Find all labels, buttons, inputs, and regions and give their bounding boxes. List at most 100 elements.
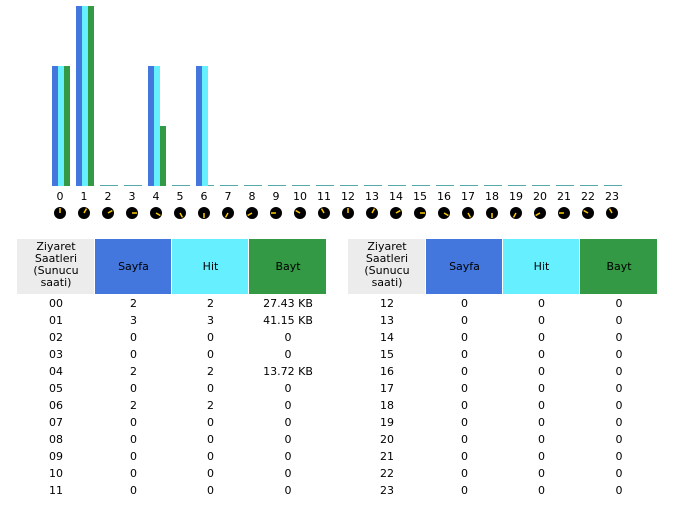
- cell-text: 04: [49, 365, 63, 378]
- cell-text: 0: [130, 433, 137, 446]
- x-tick-label: 13: [365, 190, 379, 203]
- x-tick-label: 16: [437, 190, 451, 203]
- cell-text: 11: [49, 484, 63, 497]
- bar: [148, 66, 154, 186]
- cell-text: 03: [49, 348, 63, 361]
- cell-text: 0: [538, 433, 545, 446]
- x-tick-label: 4: [153, 190, 160, 203]
- header-text: Ziyaret: [367, 240, 407, 253]
- cell-text: 0: [538, 348, 545, 361]
- cell-text: 13: [380, 314, 394, 327]
- cell-text: 0: [207, 433, 214, 446]
- header-cell: [95, 239, 171, 294]
- x-tick-label: 8: [249, 190, 256, 203]
- cell-text: 0: [616, 484, 623, 497]
- x-tick-label: 12: [341, 190, 355, 203]
- cell-text: 0: [207, 348, 214, 361]
- cell-text: 0: [285, 331, 292, 344]
- clock-hand: [608, 208, 613, 214]
- cell-text: 0: [285, 433, 292, 446]
- cell-text: 13.72 KB: [263, 365, 313, 378]
- cell-text: 19: [380, 416, 394, 429]
- x-tick-label: 15: [413, 190, 427, 203]
- clock-hand: [320, 208, 325, 214]
- x-tick-label: 22: [581, 190, 595, 203]
- bar: [64, 66, 70, 186]
- header-cell: [172, 239, 248, 294]
- cell-text: 0: [285, 348, 292, 361]
- cell-text: 0: [616, 433, 623, 446]
- cell-text: 0: [461, 433, 468, 446]
- cell-text: 17: [380, 382, 394, 395]
- cell-text: 0: [538, 297, 545, 310]
- bar: [160, 125, 166, 186]
- cell-text: 0: [461, 450, 468, 463]
- cell-text: 20: [380, 433, 394, 446]
- x-tick-label: 7: [225, 190, 232, 203]
- cell-text: 2: [207, 399, 214, 412]
- clock-hand: [583, 209, 589, 214]
- cell-text: 0: [207, 484, 214, 497]
- clock-hand: [443, 212, 449, 217]
- x-tick-label: 20: [533, 190, 547, 203]
- cell-text: 3: [130, 314, 137, 327]
- x-tick-label: 0: [57, 190, 64, 203]
- cell-text: 0: [616, 467, 623, 480]
- cell-text: 16: [380, 365, 394, 378]
- cell-text: 41.15 KB: [263, 314, 313, 327]
- cell-text: 0: [461, 416, 468, 429]
- bar: [76, 6, 82, 186]
- clock-hand: [179, 212, 184, 218]
- x-tick-label: 1: [81, 190, 88, 203]
- x-tick-label: 6: [201, 190, 208, 203]
- cell-text: 0: [130, 450, 137, 463]
- bar: [202, 66, 208, 186]
- x-tick-label: 14: [389, 190, 403, 203]
- cell-text: 0: [207, 382, 214, 395]
- clock-hand: [224, 212, 229, 218]
- cell-text: 0: [538, 314, 545, 327]
- cell-text: 0: [461, 382, 468, 395]
- header-text: Hit: [203, 260, 219, 273]
- cell-text: 12: [380, 297, 394, 310]
- cell-text: 0: [538, 416, 545, 429]
- bar: [58, 66, 64, 186]
- header-text: (Sunucu: [364, 264, 409, 277]
- cell-text: 0: [461, 314, 468, 327]
- bar: [82, 6, 88, 186]
- cell-text: 0: [616, 331, 623, 344]
- header-cell: [580, 239, 657, 294]
- cell-text: 10: [49, 467, 63, 480]
- cell-text: 0: [616, 348, 623, 361]
- x-tick-label: 5: [177, 190, 184, 203]
- header-cell: [17, 239, 94, 294]
- header-cell: [426, 239, 502, 294]
- cell-text: 2: [130, 297, 137, 310]
- x-tick-label: 21: [557, 190, 571, 203]
- header-cell: [348, 239, 425, 294]
- cell-text: 0: [616, 416, 623, 429]
- cell-text: 18: [380, 399, 394, 412]
- header-cell: [503, 239, 579, 294]
- cell-text: 23: [380, 484, 394, 497]
- cell-text: 0: [461, 467, 468, 480]
- cell-text: 06: [49, 399, 63, 412]
- header-text: Ziyaret: [36, 240, 76, 253]
- bar: [52, 66, 58, 186]
- x-tick-label: 2: [105, 190, 112, 203]
- cell-text: 0: [616, 399, 623, 412]
- cell-text: 0: [461, 484, 468, 497]
- x-tick-label: 3: [129, 190, 136, 203]
- clock-hand: [295, 209, 301, 214]
- cell-text: 2: [207, 365, 214, 378]
- cell-text: 3: [207, 314, 214, 327]
- clock-hand: [535, 212, 541, 217]
- cell-text: 22: [380, 467, 394, 480]
- cell-text: 0: [285, 399, 292, 412]
- cell-text: 0: [130, 467, 137, 480]
- cell-text: 14: [380, 331, 394, 344]
- cell-text: 0: [461, 399, 468, 412]
- cell-text: 0: [461, 365, 468, 378]
- header-text: Bayt: [275, 260, 301, 273]
